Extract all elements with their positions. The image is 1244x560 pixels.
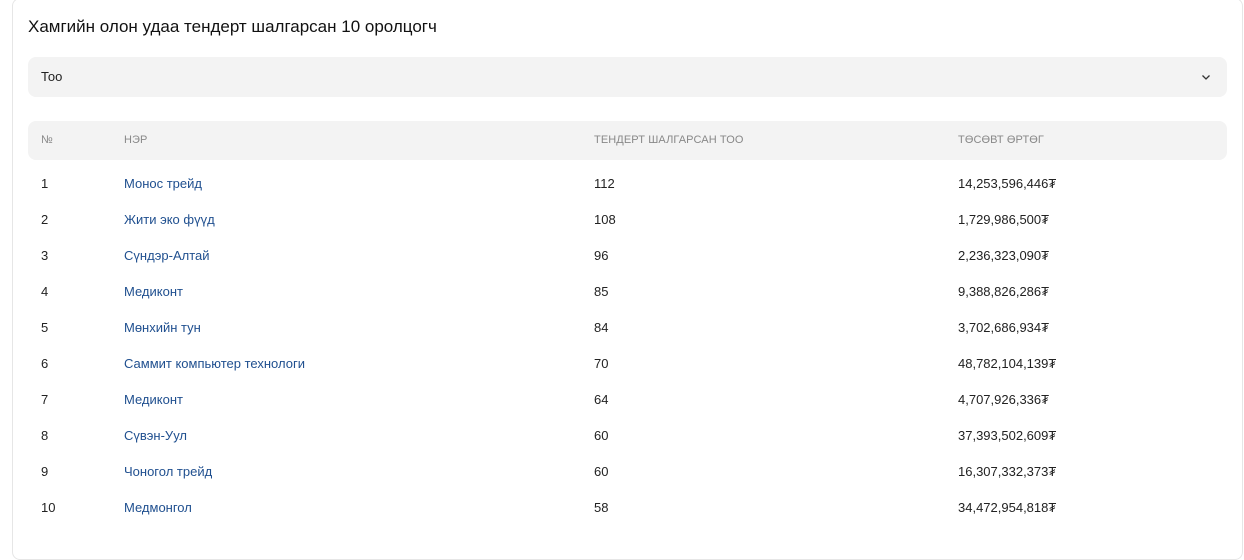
- win-count: 108: [594, 212, 616, 227]
- row-number: 10: [41, 500, 56, 515]
- metric-select[interactable]: Тоо: [28, 57, 1227, 97]
- bidder-name-link[interactable]: Медмонгол: [124, 500, 192, 515]
- win-count: 70: [594, 356, 609, 371]
- row-number: 7: [41, 392, 49, 407]
- budget-amount: 37,393,502,609₮: [958, 428, 1057, 443]
- bidder-name-link[interactable]: Сүндэр-Алтай: [124, 248, 210, 263]
- table-row: 6 Саммит компьютер технологи 70 48,782,104,…: [28, 346, 1227, 382]
- row-number: 5: [41, 320, 49, 335]
- budget-amount: 3,702,686,934₮: [958, 320, 1050, 335]
- row-number: 3: [41, 248, 49, 263]
- table-row: 9 Чоногол трейд 60 16,307,332,373₮: [28, 454, 1227, 490]
- budget-amount: 1,729,986,500₮: [958, 212, 1050, 227]
- budget-amount: 14,253,596,446₮: [958, 176, 1057, 191]
- table-row: 1 Монос трейд 112 14,253,596,446₮: [28, 166, 1227, 202]
- budget-amount: 16,307,332,373₮: [958, 464, 1057, 479]
- header-name: НЭР: [124, 134, 148, 146]
- header-count: ТЕНДЕРТ ШАЛГАРСАН ТОО: [594, 134, 744, 146]
- card-title: Хамгийн олон удаа тендерт шалгарсан 10 о…: [28, 17, 437, 36]
- table-row: 8 Сүвэн-Уул 60 37,393,502,609₮: [28, 418, 1227, 454]
- win-count: 96: [594, 248, 609, 263]
- table-row: 5 Мөнхийн тун 84 3,702,686,934₮: [28, 310, 1227, 346]
- bidder-name-link[interactable]: Сүвэн-Уул: [124, 428, 187, 443]
- win-count: 60: [594, 464, 609, 479]
- row-number: 8: [41, 428, 49, 443]
- row-number: 2: [41, 212, 49, 227]
- chevron-down-icon: [1202, 75, 1210, 80]
- row-number: 6: [41, 356, 49, 371]
- win-count: 112: [594, 176, 615, 191]
- table-row: 2 Жити эко фүүд 108 1,729,986,500₮: [28, 202, 1227, 238]
- table-header: № НЭР ТЕНДЕРТ ШАЛГАРСАН ТОО ТӨСӨВТ ӨРТӨГ: [28, 121, 1227, 160]
- table-row: 7 Медиконт 64 4,707,926,336₮: [28, 382, 1227, 418]
- header-budget: ТӨСӨВТ ӨРТӨГ: [958, 134, 1044, 146]
- bidder-name-link[interactable]: Медиконт: [124, 284, 183, 299]
- win-count: 85: [594, 284, 609, 299]
- budget-amount: 4,707,926,336₮: [958, 392, 1050, 407]
- top-bidders-card: Хамгийн олон удаа тендерт шалгарсан 10 о…: [12, 0, 1243, 560]
- win-count: 58: [594, 500, 609, 515]
- budget-amount: 9,388,826,286₮: [958, 284, 1050, 299]
- bidder-name-link[interactable]: Саммит компьютер технологи: [124, 356, 305, 371]
- win-count: 64: [594, 392, 609, 407]
- budget-amount: 2,236,323,090₮: [958, 248, 1050, 263]
- bidder-name-link[interactable]: Медиконт: [124, 392, 183, 407]
- win-count: 84: [594, 320, 609, 335]
- table-row: 3 Сүндэр-Алтай 96 2,236,323,090₮: [28, 238, 1227, 274]
- win-count: 60: [594, 428, 609, 443]
- bidder-name-link[interactable]: Чоногол трейд: [124, 464, 213, 479]
- row-number: 9: [41, 464, 49, 479]
- metric-select-value: Тоо: [41, 69, 63, 84]
- header-number: №: [41, 134, 53, 146]
- row-number: 1: [41, 176, 49, 191]
- table-row: 10 Медмонгол 58 34,472,954,818₮: [28, 490, 1227, 526]
- table-row: 4 Медиконт 85 9,388,826,286₮: [28, 274, 1227, 310]
- row-number: 4: [41, 284, 49, 299]
- bidder-name-link[interactable]: Монос трейд: [124, 176, 202, 191]
- budget-amount: 34,472,954,818₮: [958, 500, 1057, 515]
- bidder-name-link[interactable]: Мөнхийн тун: [124, 320, 201, 335]
- budget-amount: 48,782,104,139₮: [958, 356, 1057, 371]
- bidder-name-link[interactable]: Жити эко фүүд: [124, 212, 215, 227]
